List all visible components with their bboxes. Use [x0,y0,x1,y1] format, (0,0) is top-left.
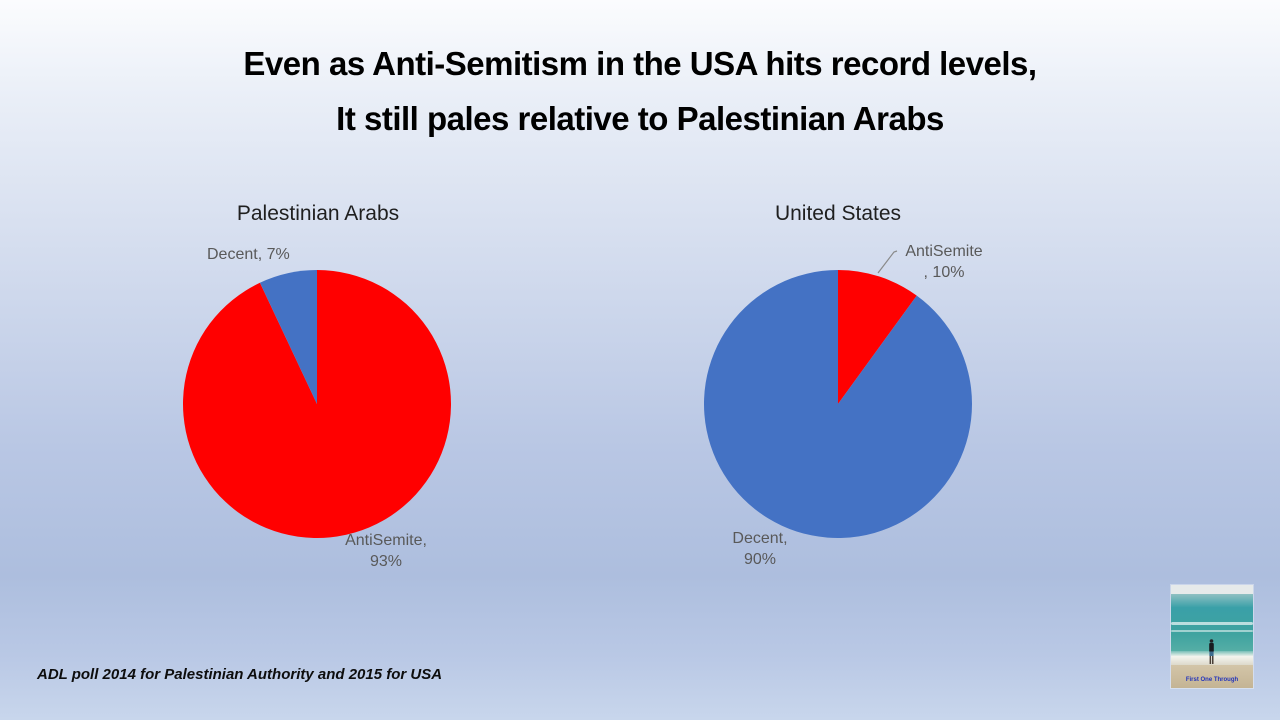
data-label-decent-90-line2: 90% [743,551,777,568]
data-label-decent-90: Decent, 90% [709,528,811,570]
data-label-decent-7: Decent, 7% [207,246,290,263]
photo-watermark-caption: First One Through [1185,677,1239,683]
photo-wave-crest [1171,622,1253,626]
pie-slice-decent [259,270,317,404]
slide-title-line-1: Even as Anti-Semitism in the USA hits re… [243,45,1037,82]
chart-title-united-states: United States [774,202,902,225]
watermark-beach-photo: First One Through [1171,585,1253,688]
slide-title: Even as Anti-Semitism in the USA hits re… [0,36,1280,146]
source-footnote: ADL poll 2014 for Palestinian Authority … [37,666,443,683]
photo-sand [1171,665,1253,688]
pie-slice-antisemite [838,270,917,404]
slide-title-line-2: It still pales relative to Palestinian A… [336,100,944,137]
data-label-antisemite-10-line1: AntiSemite [905,243,983,260]
data-label-antisemite-93-line1: AntiSemite, [345,532,427,549]
pie-chart-palestinian-arabs [183,270,451,538]
data-label-antisemite-93: AntiSemite, 93% [335,530,437,572]
pie-chart-united-states [704,270,972,538]
label-leader-line [877,250,898,274]
pie-slice-decent [704,270,972,538]
data-label-antisemite-93-line2: 93% [369,553,403,570]
photo-wave-crest-2 [1171,630,1253,633]
photo-surf-foam [1171,650,1253,666]
person-silhouette [1209,638,1214,664]
data-label-decent-90-line1: Decent, [732,530,788,547]
data-label-antisemite-10-line2: , 10% [923,264,965,281]
photo-sky [1171,585,1253,595]
pie-slice-antisemite [183,270,451,538]
chart-title-palestinian-arabs: Palestinian Arabs [236,202,400,225]
data-label-antisemite-10: AntiSemite , 10% [897,241,991,283]
